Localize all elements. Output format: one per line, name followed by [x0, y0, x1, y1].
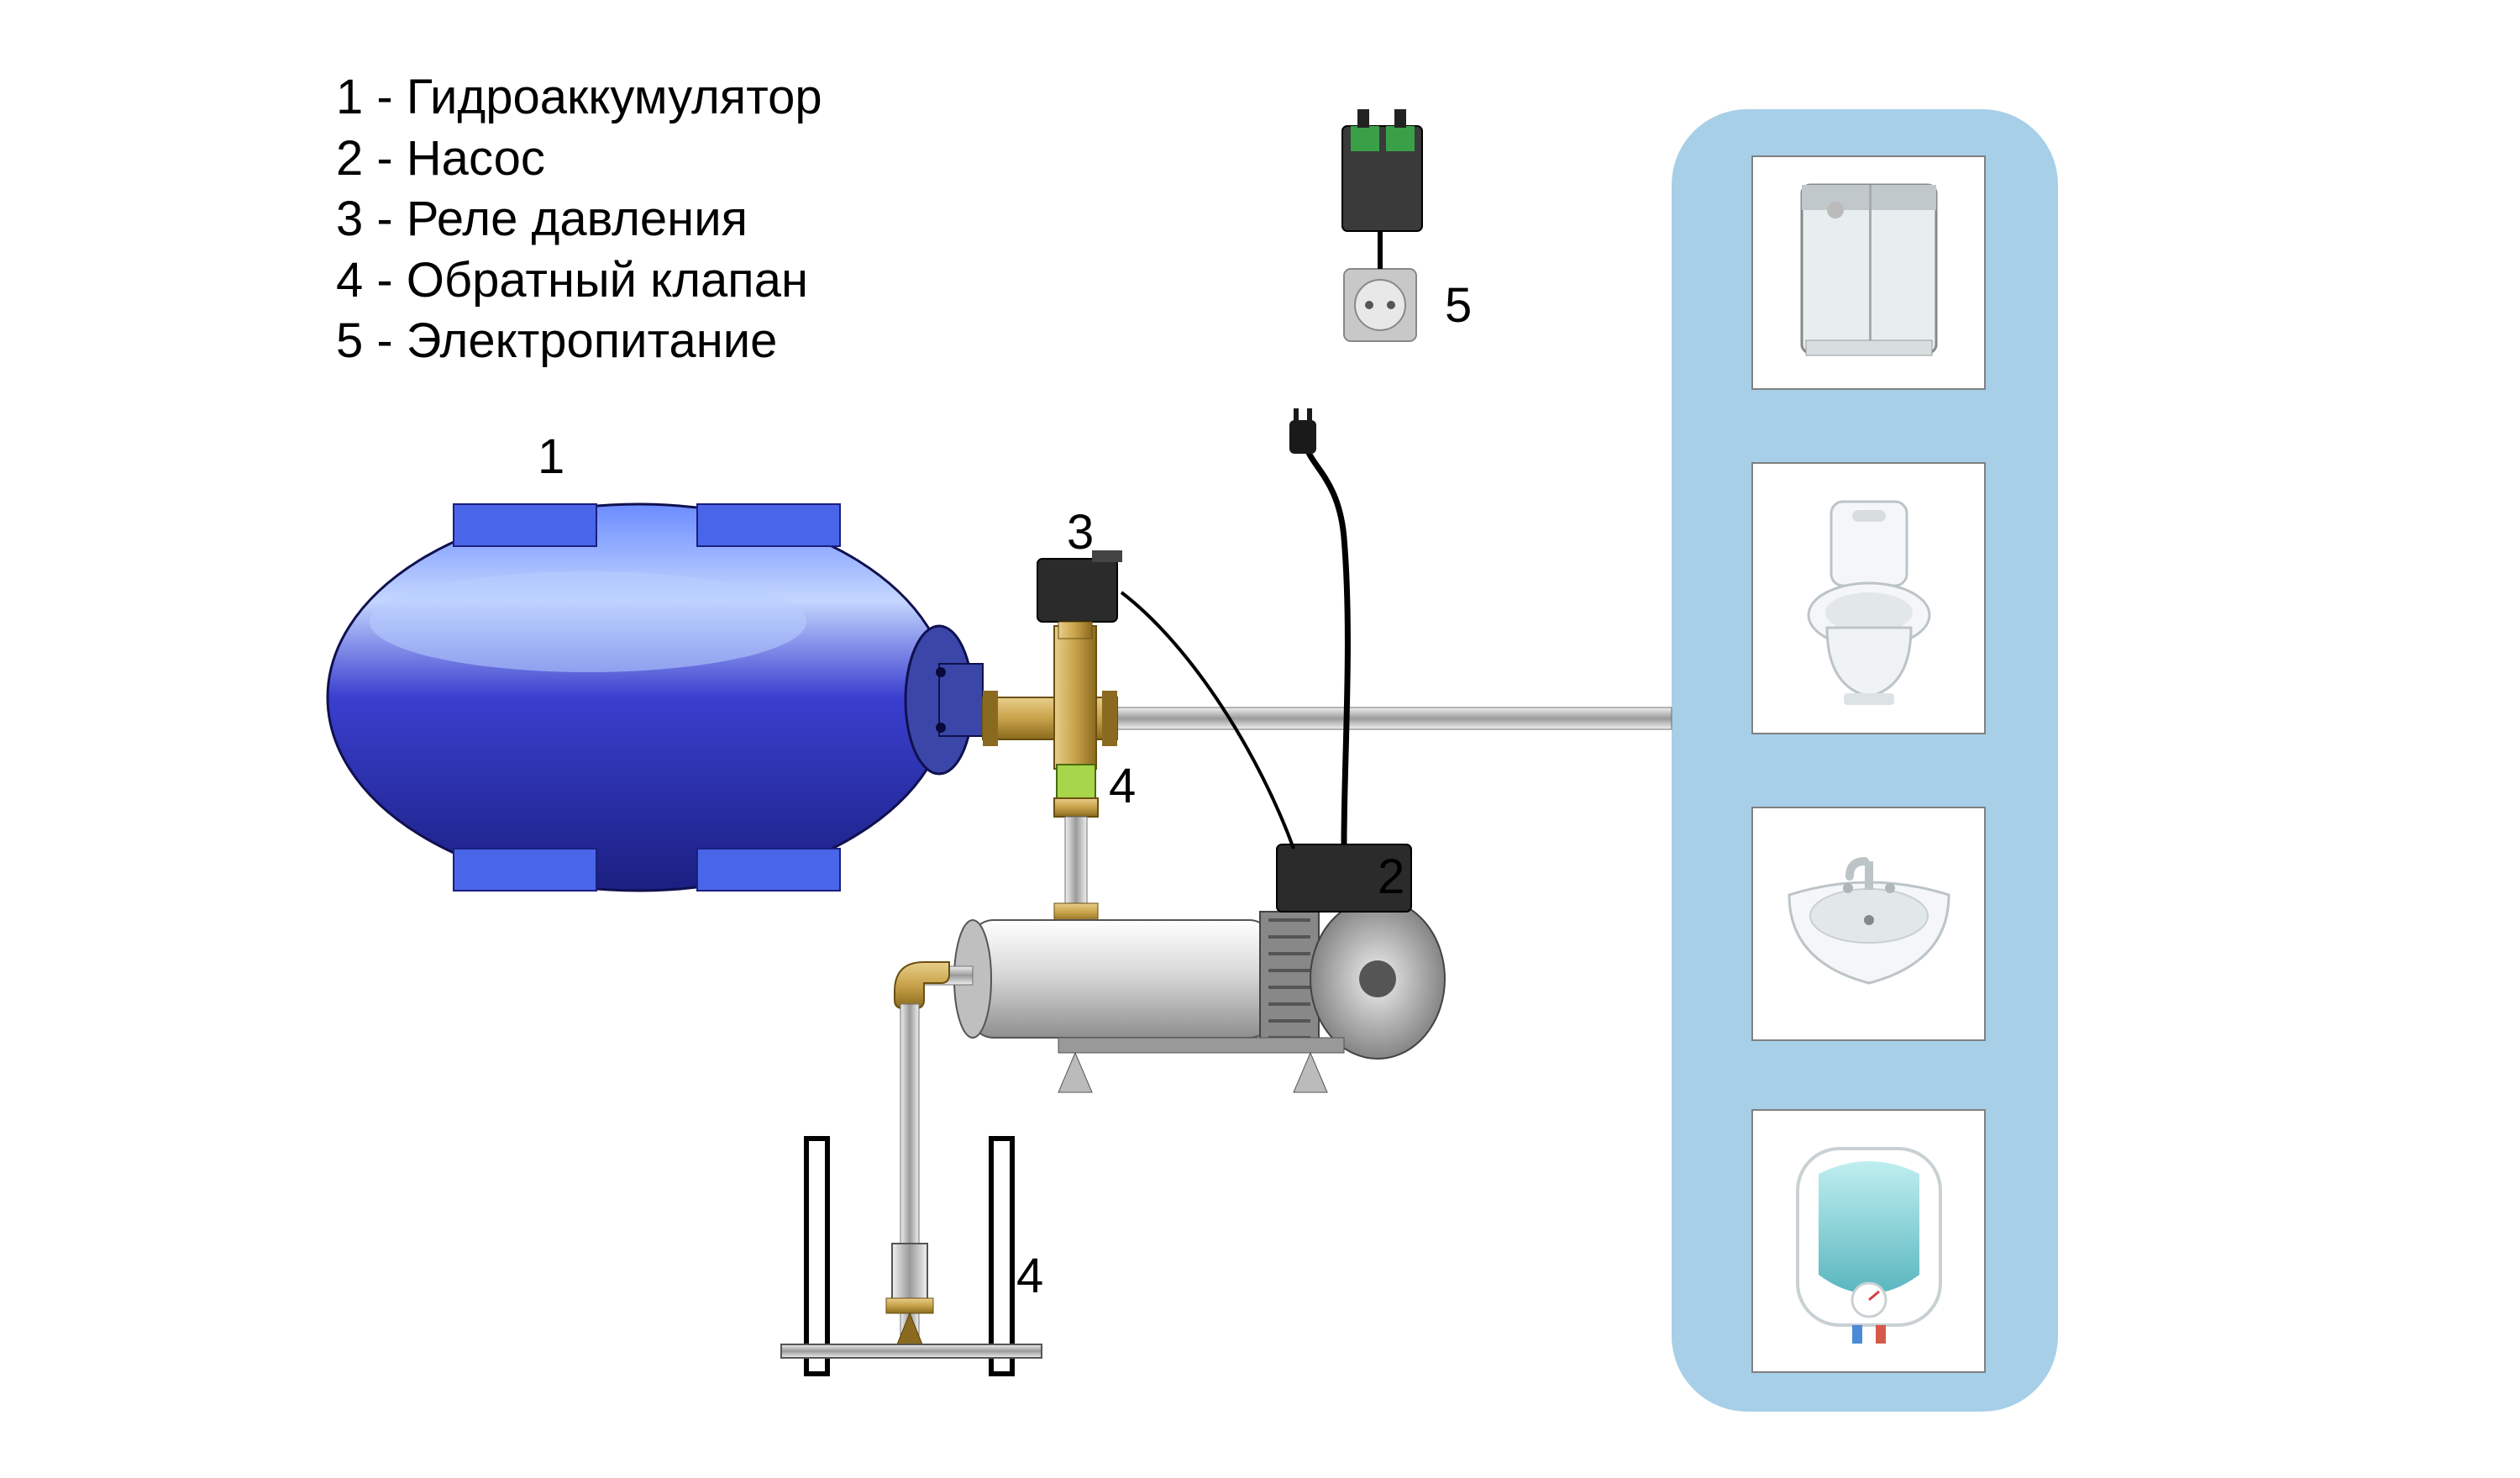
fixture-toilet	[1751, 462, 1986, 734]
power-wiring	[1121, 109, 1422, 849]
diagram-svg	[0, 0, 2520, 1478]
label-5: 5	[1445, 277, 1472, 334]
fixture-shower	[1751, 155, 1986, 390]
pressure-relay	[1037, 550, 1122, 639]
accumulator-tank	[328, 504, 983, 891]
label-4a: 4	[1109, 758, 1136, 814]
label-3: 3	[1067, 504, 1094, 560]
water-heater-icon	[1772, 1132, 1966, 1350]
pump	[954, 844, 1445, 1092]
power-outlet-icon	[1344, 269, 1416, 341]
toilet-icon	[1777, 485, 1961, 712]
label-1: 1	[538, 429, 564, 485]
sink-icon	[1772, 836, 1966, 1013]
label-2: 2	[1378, 849, 1404, 905]
fixture-water-heater	[1751, 1109, 1986, 1373]
fixture-sink	[1751, 807, 1986, 1041]
check-valve-vert	[1054, 765, 1098, 817]
circuit-breaker-icon	[1342, 109, 1422, 231]
shower-cabin-icon	[1777, 176, 1961, 370]
label-4b: 4	[1016, 1248, 1043, 1304]
brass-tee	[983, 626, 1117, 769]
riser-pipe	[1065, 817, 1087, 913]
diagram-stage: 1 - Гидроаккумулятор 2 - Насос 3 - Реле …	[0, 0, 2520, 1478]
power-plug-icon	[1289, 408, 1316, 454]
